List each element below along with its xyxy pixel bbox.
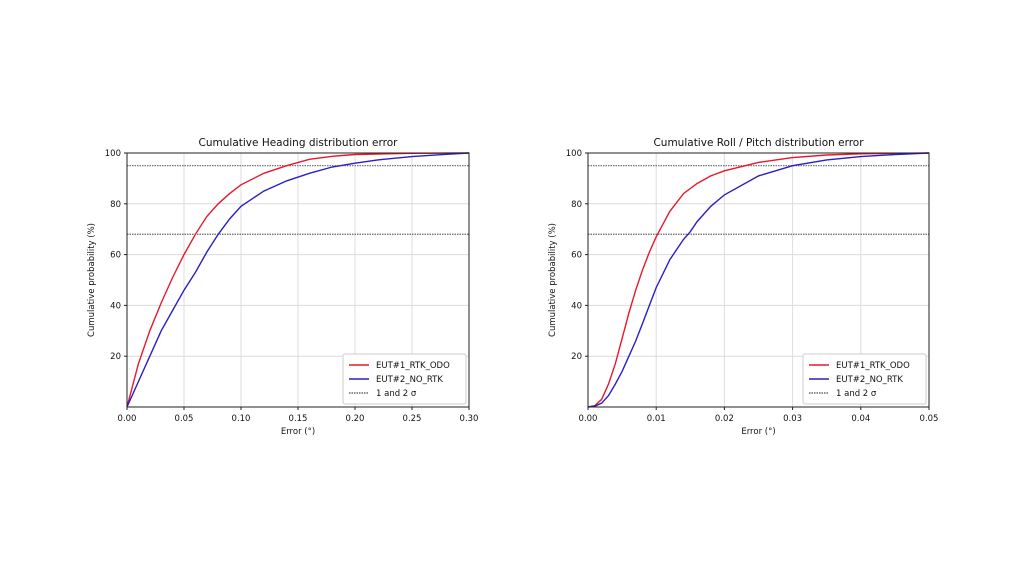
- chart-roll-pitch: Cumulative Roll / Pitch distribution err…: [548, 137, 938, 437]
- x-axis-label: Error (°): [281, 427, 315, 437]
- y-tick-label: 40: [571, 301, 582, 311]
- legend-label: 1 and 2 σ: [376, 389, 417, 399]
- chart-title: Cumulative Heading distribution error: [199, 137, 399, 149]
- legend-label: EUT#2_NO_RTK: [376, 375, 443, 385]
- y-tick-label: 80: [571, 200, 582, 210]
- x-tick-label: 0.20: [346, 414, 365, 424]
- x-tick-label: 0.10: [232, 414, 251, 424]
- legend-box: [342, 353, 467, 405]
- x-tick-label: 0.25: [403, 414, 422, 424]
- x-tick-label: 0.00: [579, 414, 598, 424]
- y-tick-label: 60: [571, 251, 582, 261]
- series-line-eut-2-no-rtk: [126, 152, 470, 408]
- legend-box: [802, 353, 927, 405]
- series-line-eut-2-no-rtk: [587, 152, 930, 408]
- x-tick-label: 0.01: [647, 414, 666, 424]
- x-tick-label: 0.05: [920, 414, 939, 424]
- legend-label: EUT#1_RTK_ODO: [376, 361, 450, 371]
- x-tick-label: 0.05: [175, 414, 194, 424]
- x-tick-label: 0.04: [851, 414, 870, 424]
- x-tick-label: 0.30: [460, 414, 479, 424]
- x-tick-label: 0.00: [118, 414, 137, 424]
- chart-heading: Cumulative Heading distribution error 0.0…: [87, 137, 478, 437]
- x-tick-label: 0.02: [715, 414, 734, 424]
- chart-title: Cumulative Roll / Pitch distribution err…: [653, 137, 864, 149]
- legend: EUT#1_RTK_ODO EUT#2_NO_RTK 1 and 2 σ: [342, 353, 467, 405]
- y-tick-label: 20: [571, 352, 582, 362]
- y-axis-label: Cumulative probability (%): [548, 223, 558, 337]
- legend-label: EUT#2_NO_RTK: [836, 375, 903, 385]
- x-tick-label: 0.15: [289, 414, 308, 424]
- y-axis-label: Cumulative probability (%): [87, 223, 97, 337]
- series-line-eut-1-rtk-odo: [126, 152, 470, 408]
- y-tick-label: 40: [110, 301, 121, 311]
- legend-label: 1 and 2 σ: [836, 389, 877, 399]
- series-line-eut-1-rtk-odo: [587, 152, 930, 408]
- x-axis-label: Error (°): [741, 427, 775, 437]
- axes-frame: [126, 152, 470, 408]
- y-tick-label: 60: [110, 251, 121, 261]
- legend-label: EUT#1_RTK_ODO: [836, 361, 910, 371]
- y-tick-label: 100: [566, 149, 582, 159]
- x-tick-label: 0.03: [783, 414, 802, 424]
- axes-frame: [587, 152, 930, 408]
- y-tick-label: 80: [110, 200, 121, 210]
- y-tick-label: 100: [105, 149, 121, 159]
- y-tick-label: 20: [110, 352, 121, 362]
- legend: EUT#1_RTK_ODO EUT#2_NO_RTK 1 and 2 σ: [802, 353, 927, 405]
